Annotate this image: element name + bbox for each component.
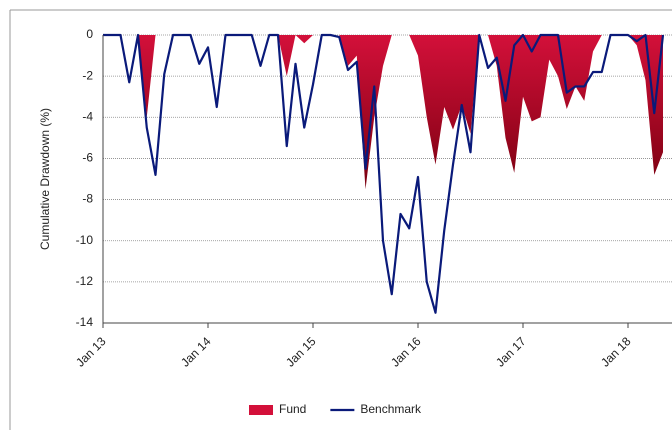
- y-tick-label: -10: [76, 233, 94, 247]
- area: [103, 35, 663, 190]
- x-tick-label: Jan 17: [493, 334, 529, 370]
- line: [103, 33, 665, 314]
- y-tick-label: -12: [76, 274, 94, 288]
- x-tick-label: Jan 18: [598, 334, 634, 370]
- y-tick-label: -8: [82, 192, 93, 206]
- y-tick-label: -2: [82, 68, 93, 82]
- y-tick-label: -4: [82, 109, 93, 123]
- y-tick-label: -14: [76, 315, 94, 329]
- legend-label: Fund: [279, 402, 306, 416]
- legend-swatch: [249, 405, 273, 415]
- x-tick-label: Jan 14: [178, 334, 214, 370]
- legend-label: Benchmark: [360, 402, 422, 416]
- y-tick-label: 0: [86, 27, 93, 41]
- x-tick-label: Jan 15: [283, 334, 319, 370]
- y-tick-label: -6: [82, 151, 93, 165]
- x-tick-label: Jan 13: [73, 334, 109, 370]
- x-tick-label: Jan 16: [388, 334, 424, 370]
- y-axis-label: Cumulative Drawdown (%): [38, 108, 52, 250]
